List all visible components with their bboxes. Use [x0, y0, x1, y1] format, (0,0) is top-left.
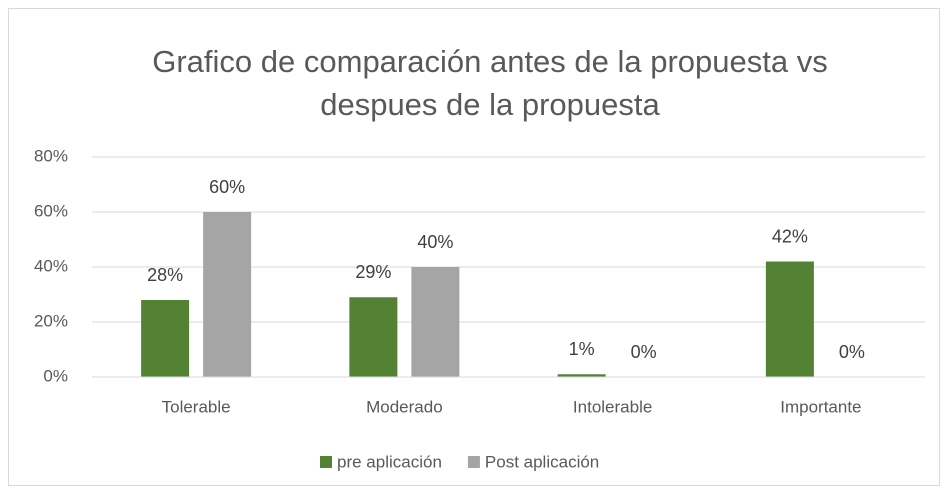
legend-swatch: [320, 456, 332, 468]
bar: [203, 212, 252, 377]
y-tick-label: 0%: [43, 366, 68, 385]
legend-label: pre aplicación: [337, 452, 442, 471]
bar: [141, 300, 190, 377]
bar: [765, 261, 814, 377]
value-label: 29%: [355, 262, 391, 282]
y-tick-label: 60%: [34, 201, 68, 220]
bar: [557, 374, 606, 377]
value-label: 28%: [147, 265, 183, 285]
x-tick-label: Intolerable: [573, 397, 652, 416]
value-label: 0%: [839, 342, 865, 362]
value-label: 40%: [417, 232, 453, 252]
value-label: 42%: [772, 226, 808, 246]
y-tick-label: 80%: [34, 146, 68, 165]
x-tick-label: Moderado: [366, 397, 443, 416]
value-label: 0%: [631, 342, 657, 362]
y-tick-label: 20%: [34, 311, 68, 330]
legend-label: Post aplicación: [485, 452, 599, 471]
chart-title: Grafico de comparación antes de la propu…: [152, 44, 828, 122]
chart-border: [8, 8, 940, 486]
bar: [411, 267, 460, 377]
value-label: 1%: [569, 339, 595, 359]
legend-swatch: [467, 456, 480, 468]
y-tick-label: 40%: [34, 256, 68, 275]
x-tick-label: Importante: [780, 397, 861, 416]
x-tick-label: Tolerable: [162, 397, 231, 416]
value-label: 60%: [209, 177, 245, 197]
bar: [349, 297, 398, 377]
